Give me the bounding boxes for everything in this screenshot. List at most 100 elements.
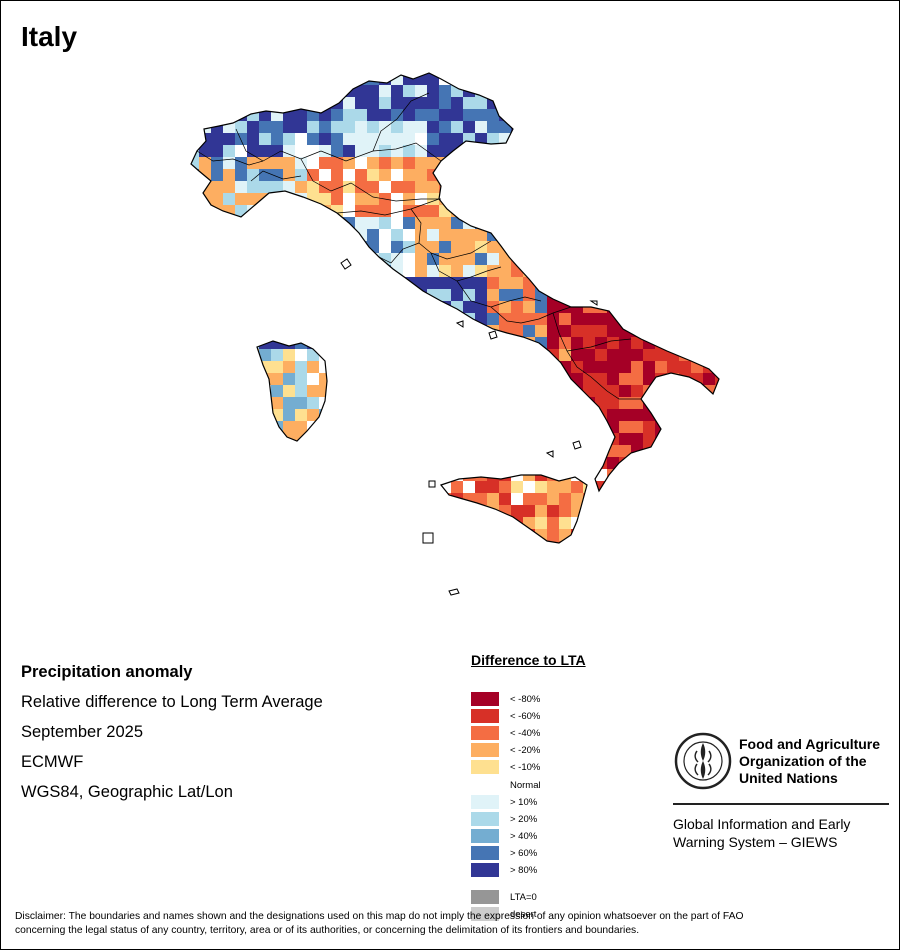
anomaly-cell [667,481,679,493]
anomaly-cell [643,313,655,325]
anomaly-cell [643,277,655,289]
anomaly-cell [367,289,379,301]
anomaly-cell [259,169,271,181]
anomaly-cell [691,97,703,109]
anomaly-cell [247,85,259,97]
anomaly-cell [355,469,367,481]
anomaly-cell [439,97,451,109]
anomaly-cell [415,421,427,433]
anomaly-cell [259,205,271,217]
anomaly-cell [679,325,691,337]
anomaly-cell [643,517,655,529]
anomaly-cell [191,517,199,529]
anomaly-cell [655,277,667,289]
anomaly-cell [583,361,595,373]
anomaly-cell [571,397,583,409]
anomaly-cell [223,517,235,529]
anomaly-cell [259,265,271,277]
anomaly-cell [511,169,523,181]
anomaly-cell [235,97,247,109]
anomaly-cell [523,73,535,85]
anomaly-cell [691,181,703,193]
anomaly-cell [295,469,307,481]
anomaly-cell [631,481,643,493]
anomaly-cell [691,253,703,265]
anomaly-cell [211,277,223,289]
legend-item: > 60% [471,846,537,860]
anomaly-cell [191,253,199,265]
anomaly-cell [499,217,511,229]
anomaly-cell [487,385,499,397]
anomaly-cell [199,493,211,505]
anomaly-cell [511,529,523,541]
anomaly-cell [283,217,295,229]
anomaly-cell [715,241,719,253]
anomaly-cell [523,289,535,301]
anomaly-cell [379,97,391,109]
anomaly-cell [295,157,307,169]
anomaly-cell [583,229,595,241]
anomaly-cell [655,241,667,253]
anomaly-cell [451,373,463,385]
anomaly-cell [643,265,655,277]
anomaly-cell [511,205,523,217]
anomaly-cell [667,493,679,505]
anomaly-cell [571,169,583,181]
anomaly-cell [451,241,463,253]
anomaly-cell [715,133,719,145]
anomaly-cell [667,205,679,217]
anomaly-cell [643,97,655,109]
anomaly-cell [667,169,679,181]
anomaly-cell [703,469,715,481]
anomaly-cell [451,481,463,493]
anomaly-cell [307,409,319,421]
anomaly-cell [559,265,571,277]
anomaly-cell [607,529,619,541]
anomaly-cell [487,241,499,253]
anomaly-cell [475,181,487,193]
anomaly-cell [439,253,451,265]
anomaly-cell [511,109,523,121]
anomaly-cell [475,205,487,217]
anomaly-cell [559,289,571,301]
anomaly-cell [295,409,307,421]
anomaly-cell [427,349,439,361]
anomaly-cell [295,205,307,217]
anomaly-cell [271,109,283,121]
anomaly-cell [679,505,691,517]
anomaly-cell [427,517,439,529]
anomaly-cell [679,385,691,397]
anomaly-cell [523,457,535,469]
anomaly-cell [463,361,475,373]
anomaly-cell [547,217,559,229]
anomaly-cell [691,241,703,253]
anomaly-cell [703,97,715,109]
anomaly-cell [283,529,295,541]
anomaly-cell [343,517,355,529]
anomaly-cell [191,73,199,85]
anomaly-cell [667,457,679,469]
anomaly-cell [655,481,667,493]
anomaly-cell [199,433,211,445]
anomaly-cell [235,325,247,337]
anomaly-cell [343,313,355,325]
anomaly-cell [379,505,391,517]
anomaly-cell [415,301,427,313]
anomaly-cell [331,85,343,97]
anomaly-cell [307,97,319,109]
anomaly-cell [343,469,355,481]
anomaly-cell [211,109,223,121]
anomaly-cell [343,301,355,313]
anomaly-cell [259,289,271,301]
anomaly-cell [499,349,511,361]
anomaly-cell [511,397,523,409]
anomaly-cell [379,361,391,373]
anomaly-cell [511,193,523,205]
anomaly-cell [463,385,475,397]
fao-name-line-2: Organization of the [739,753,867,769]
anomaly-cell [475,121,487,133]
anomaly-cell [283,301,295,313]
anomaly-cell [643,253,655,265]
anomaly-cell [403,145,415,157]
anomaly-cell [523,181,535,193]
